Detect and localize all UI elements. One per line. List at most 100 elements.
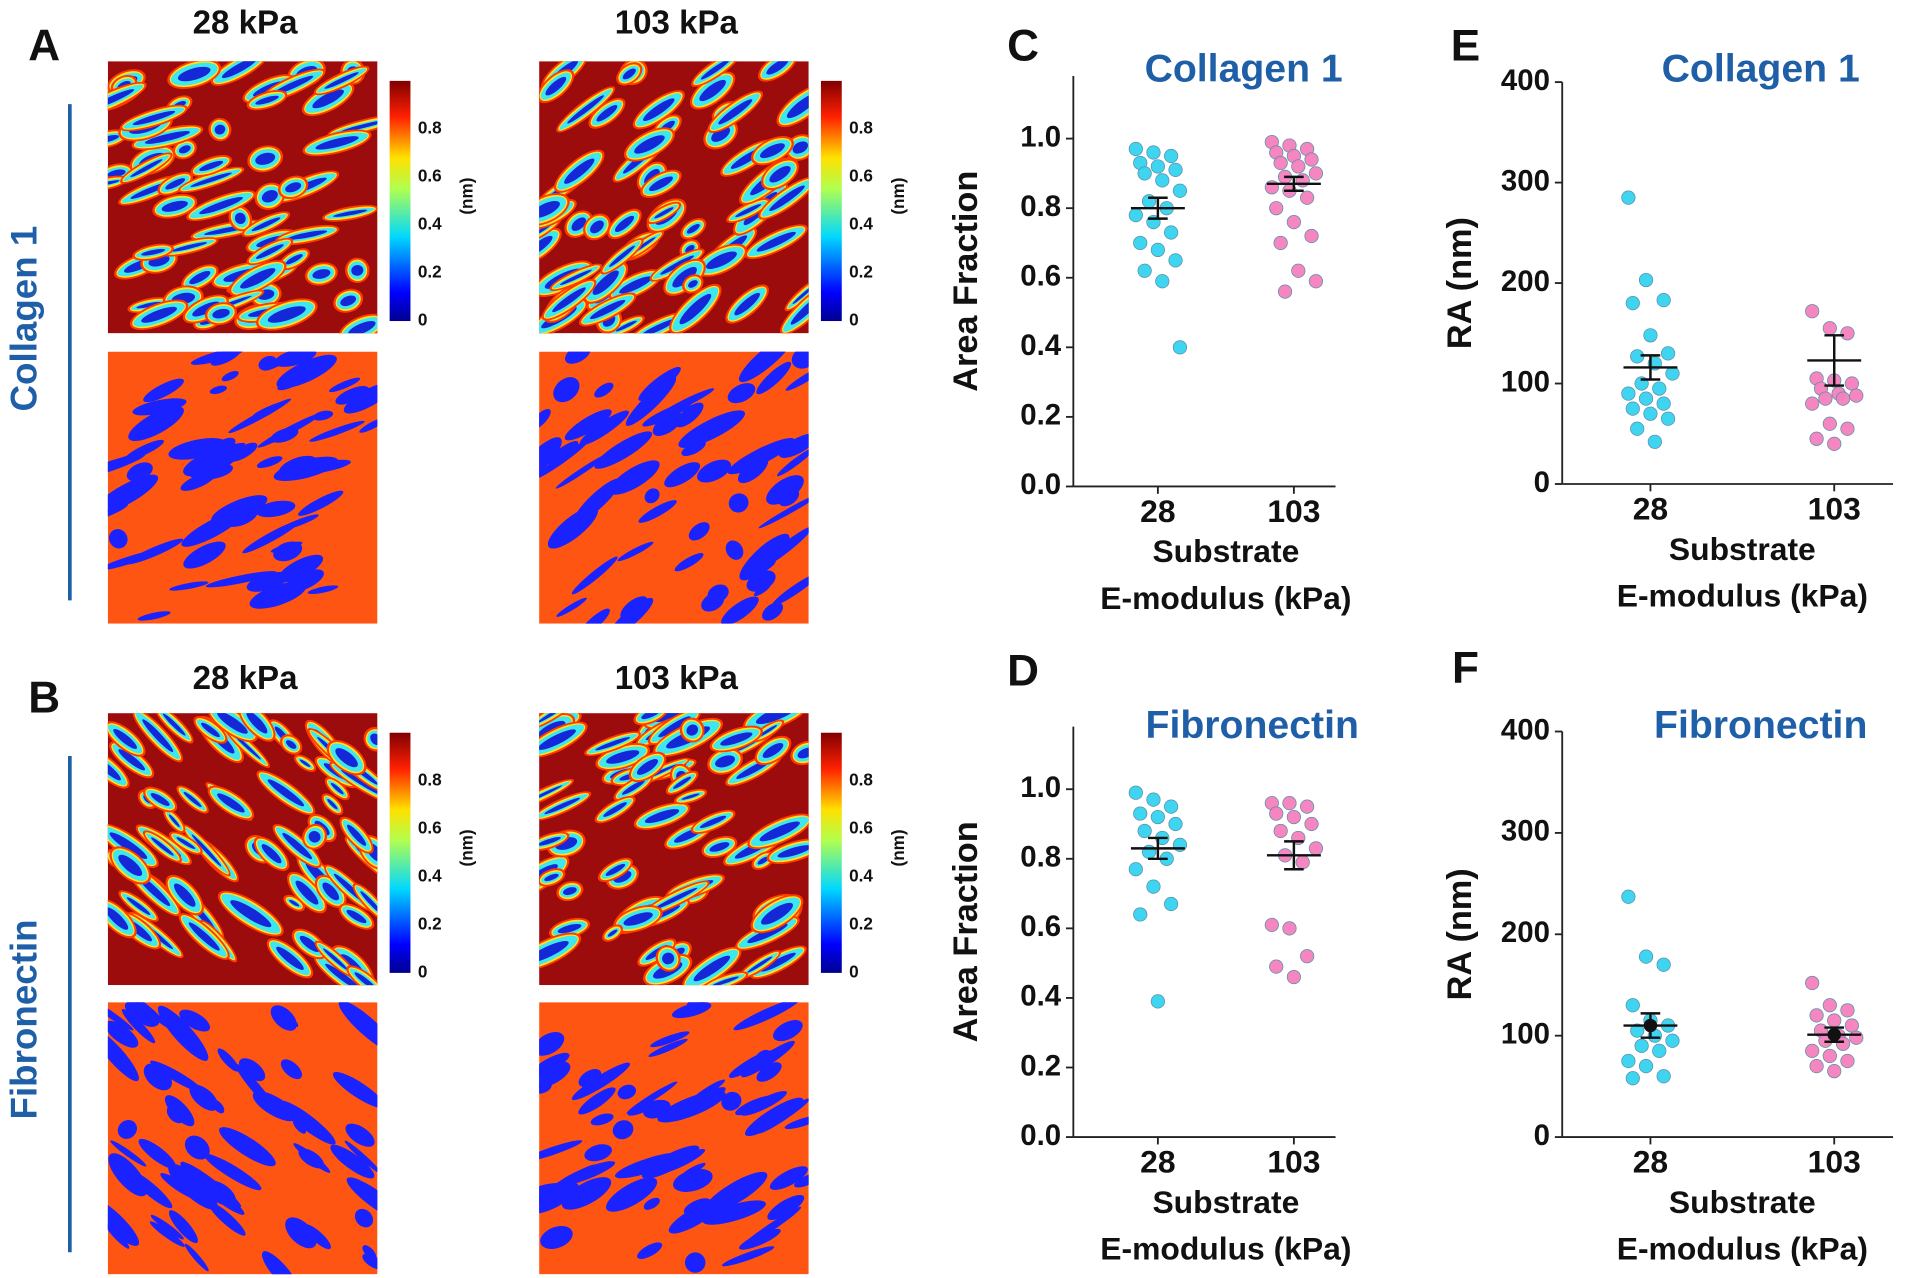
panel-letter: F <box>1452 644 1479 693</box>
data-point <box>1822 321 1837 336</box>
height-map <box>107 61 378 334</box>
data-point <box>1849 1030 1864 1045</box>
blob <box>673 776 692 789</box>
blob <box>649 176 673 192</box>
blob <box>292 1119 307 1134</box>
blob <box>126 897 151 915</box>
blob <box>766 61 789 75</box>
y-tick-label: 100 <box>1501 365 1550 398</box>
blob <box>107 1002 134 1031</box>
blob <box>721 1246 775 1267</box>
blob <box>769 185 805 212</box>
blob <box>561 1177 612 1210</box>
blob <box>211 495 268 524</box>
y-tick-label: 200 <box>1501 916 1550 949</box>
blob <box>255 152 276 165</box>
blob <box>177 66 211 82</box>
blob <box>341 769 378 796</box>
blob <box>539 1032 565 1056</box>
blob <box>303 1224 331 1250</box>
chart-title: Fibronectin <box>1146 704 1359 747</box>
data-point <box>1168 816 1183 832</box>
data-point <box>1282 796 1297 811</box>
blob <box>615 320 637 332</box>
data-point <box>1621 190 1636 205</box>
blob <box>641 713 662 720</box>
data-point <box>1638 272 1654 288</box>
blob <box>171 242 208 252</box>
blob <box>791 351 809 369</box>
blob <box>679 293 712 325</box>
colorbar-tick-label: 0.8 <box>849 117 873 137</box>
blob <box>173 883 196 907</box>
blob <box>539 1182 579 1214</box>
y-tick-label: 0 <box>1534 466 1550 499</box>
blob <box>545 76 567 96</box>
colorbar <box>820 732 842 973</box>
y-tick-label: 1.0 <box>1020 771 1061 804</box>
blob <box>219 1127 276 1167</box>
blob <box>664 462 701 488</box>
blob <box>221 61 258 79</box>
blob <box>204 1153 262 1191</box>
blob <box>792 141 809 154</box>
x-tick-label: 103 <box>1267 1143 1320 1179</box>
blob <box>143 378 184 403</box>
blob <box>539 200 560 218</box>
data-point <box>1665 366 1680 381</box>
blob <box>108 1153 148 1197</box>
blob <box>169 581 209 591</box>
blob <box>539 836 561 846</box>
blob <box>594 431 653 469</box>
blob <box>273 541 303 562</box>
blob <box>309 420 365 442</box>
blob <box>143 1063 172 1091</box>
blob <box>214 124 226 135</box>
y-tick-label: 0.6 <box>1020 260 1061 293</box>
data-point <box>1652 381 1667 396</box>
blob <box>332 1071 378 1108</box>
blob <box>151 837 174 856</box>
data-point <box>1133 235 1148 251</box>
blob <box>287 230 328 240</box>
y-tick-label: 400 <box>1501 713 1550 746</box>
blob <box>612 1120 634 1140</box>
data-point <box>1809 1008 1824 1023</box>
blob <box>643 1197 660 1210</box>
blob <box>285 182 302 193</box>
blob <box>539 713 568 724</box>
blob <box>617 541 654 562</box>
blob <box>693 955 731 982</box>
blob <box>121 1009 156 1044</box>
blob <box>584 1144 612 1162</box>
colorbar-unit: (nm) <box>888 177 908 214</box>
blob <box>619 276 652 294</box>
blob <box>654 207 674 219</box>
blob <box>652 411 683 437</box>
colorbar-tick-label: 0 <box>849 310 859 330</box>
blob <box>729 1045 787 1078</box>
data-point <box>1164 799 1179 814</box>
blob <box>590 220 604 234</box>
blob <box>285 254 303 265</box>
data-point <box>1291 159 1306 174</box>
blob <box>759 143 785 159</box>
blob <box>605 863 626 876</box>
blob <box>626 1081 678 1114</box>
colorbar-tick-label: 0.2 <box>849 262 873 282</box>
blob <box>614 215 635 232</box>
blob <box>648 1038 688 1057</box>
x-axis-label: E-modulus (kPa) <box>1617 1230 1868 1266</box>
data-point <box>1146 879 1161 894</box>
data-point <box>1840 1053 1855 1069</box>
binary-map <box>107 1002 378 1275</box>
blob <box>281 514 319 530</box>
blob <box>738 351 794 383</box>
blob <box>330 782 344 795</box>
x-axis-label: Substrate <box>1669 531 1816 567</box>
blob <box>312 410 334 421</box>
blob <box>230 900 272 928</box>
data-point <box>1295 855 1310 870</box>
blob <box>124 439 165 461</box>
blob <box>777 446 809 477</box>
